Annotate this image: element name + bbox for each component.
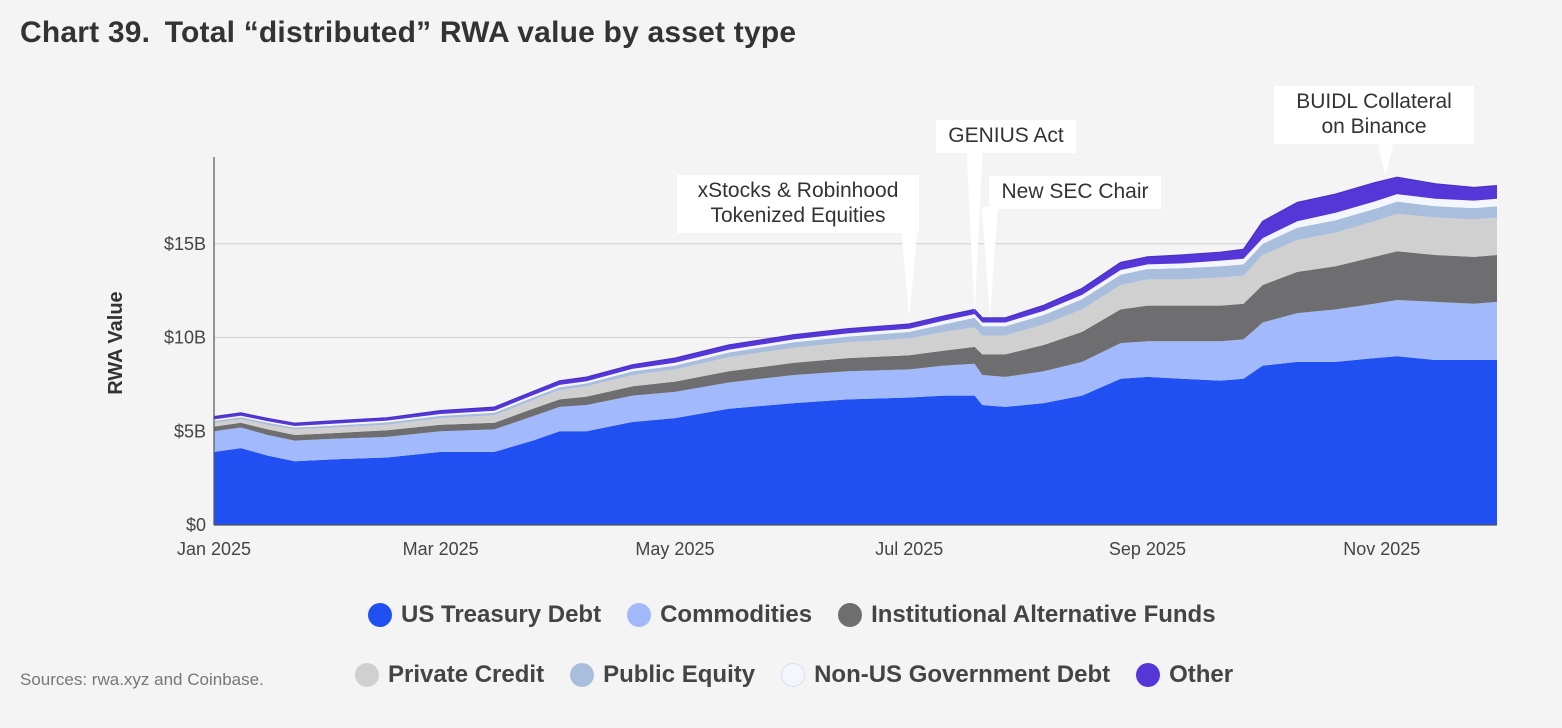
legend-swatch (1136, 663, 1161, 687)
annotation-label: New SEC Chair (1001, 180, 1148, 203)
legend-label: Public Equity (603, 661, 756, 688)
legend-non-us-government-debt: Non-US Government Debt (781, 661, 1110, 689)
chart-number: Chart 39. (20, 16, 151, 49)
legend-us-treasury-debt: US Treasury Debt (368, 601, 601, 629)
total-outline (213, 176, 1498, 424)
legend-row-2: Private Credit Public Equity Non-US Gove… (355, 661, 1259, 689)
chart-title: Chart 39. Total “distributed” RWA value … (20, 16, 796, 50)
chart-area: $0 $5B $10B $15B Jan 2025 Mar 2025 May 2025 Jul… (105, 86, 1498, 559)
annotation-label: Tokenized Equities (710, 204, 885, 227)
area-institutional-alternative-funds (214, 251, 1497, 441)
x-tick-label: Sep 2025 (1109, 539, 1186, 559)
annotation-label: on Binance (1321, 115, 1426, 138)
y-tick-label: $0 (186, 515, 206, 535)
legend-swatch (838, 603, 863, 627)
x-tick-label: May 2025 (635, 539, 714, 559)
annotation-label: BUIDL Collateral (1296, 90, 1452, 113)
annotation-label: GENIUS Act (948, 124, 1064, 147)
annotation-box (1274, 86, 1474, 144)
source-note: Sources: rwa.xyz and Coinbase. (20, 670, 264, 689)
chart-title-text: Total “distributed” RWA value by asset t… (164, 16, 797, 49)
annotation: New SEC Chair (981, 176, 1161, 319)
x-tick-label: Jul 2025 (875, 539, 943, 559)
annotation-pointer (901, 231, 918, 319)
area-us-treasury-debt (214, 356, 1497, 525)
legend-private-credit: Private Credit (355, 661, 544, 689)
x-tick-label: Jan 2025 (177, 539, 251, 559)
legend-other: Other (1136, 661, 1233, 689)
legend-institutional-alternative-funds: Institutional Alternative Funds (838, 601, 1216, 629)
legend-row-1: US Treasury Debt Commodities Institution… (368, 601, 1242, 629)
legend-commodities: Commodities (627, 601, 812, 629)
annotation-box (936, 120, 1076, 153)
annotation-pointer (966, 151, 983, 313)
y-tick-label: $10B (164, 328, 206, 348)
legend-label: Private Credit (388, 661, 545, 688)
annotation-pointer (981, 207, 998, 319)
y-axis-title: RWA Value (105, 291, 127, 394)
legend-swatch (570, 663, 595, 687)
legend-label: Institutional Alternative Funds (871, 601, 1216, 628)
legend-label: Non-US Government Debt (814, 661, 1111, 688)
legend-label: Commodities (660, 601, 813, 628)
legend-label: US Treasury Debt (401, 601, 602, 628)
x-tick-label: Mar 2025 (403, 539, 479, 559)
legend-label: Other (1169, 661, 1234, 688)
x-tick-label: Nov 2025 (1343, 539, 1420, 559)
area-other (214, 177, 1497, 426)
annotation-pointer (1377, 142, 1394, 176)
annotation-box (677, 175, 919, 233)
area-commodities (214, 300, 1497, 462)
legend-swatch (355, 663, 379, 687)
legend-public-equity: Public Equity (570, 661, 755, 689)
y-tick-label: $5B (174, 421, 206, 441)
area-private-credit (214, 213, 1497, 435)
annotation: GENIUS Act (936, 120, 1076, 313)
annotation-box (989, 176, 1161, 209)
legend-swatch (627, 603, 652, 627)
annotation-label: xStocks & Robinhood (698, 179, 899, 202)
legend-swatch (781, 663, 806, 687)
y-tick-label: $15B (164, 234, 206, 254)
legend-swatch (368, 603, 392, 627)
